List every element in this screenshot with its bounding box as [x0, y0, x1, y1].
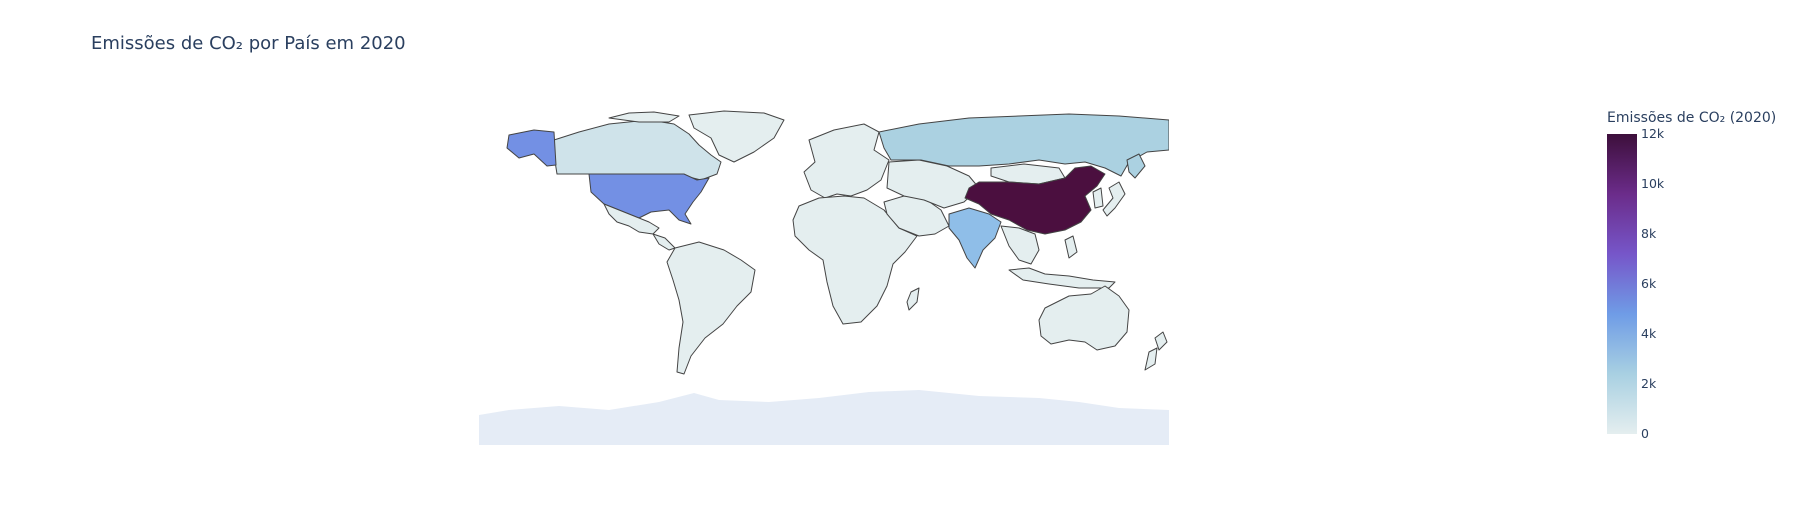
region-new-zealand[interactable] — [1144, 331, 1168, 371]
region-korea[interactable] — [1092, 187, 1104, 209]
choropleth-map[interactable] — [479, 110, 1169, 445]
region-alaska[interactable] — [506, 129, 557, 167]
colorbar-tick-label: 4k — [1641, 325, 1657, 341]
region-greenland[interactable] — [688, 110, 785, 163]
region-africa[interactable] — [792, 195, 918, 325]
colorbar-tick-label: 6k — [1641, 275, 1657, 291]
region-indonesia[interactable] — [1008, 267, 1116, 289]
region-south-america[interactable] — [666, 241, 756, 375]
region-antarctica[interactable] — [479, 390, 1169, 445]
region-russia[interactable] — [878, 113, 1169, 177]
region-china[interactable] — [964, 165, 1106, 235]
region-central-america[interactable] — [652, 233, 676, 251]
colorbar-tick-label: 2k — [1641, 375, 1657, 391]
chart-title: Emissões de CO₂ por País em 2020 — [91, 33, 406, 54]
region-kamchatka[interactable] — [1126, 153, 1146, 179]
colorbar-tick-label: 8k — [1641, 225, 1657, 241]
world-map[interactable] — [479, 110, 1169, 445]
region-philippines[interactable] — [1064, 235, 1078, 259]
region-japan[interactable] — [1102, 181, 1126, 217]
colorbar-tick-label: 0 — [1641, 425, 1649, 441]
region-madagascar[interactable] — [906, 287, 920, 311]
colorbar — [1607, 134, 1637, 434]
colorbar-title: Emissões de CO₂ (2020) — [1607, 110, 1777, 126]
region-arctic-islands[interactable] — [608, 111, 680, 123]
region-india[interactable] — [948, 207, 1002, 269]
colorbar-tick-label: 12k — [1641, 125, 1665, 141]
region-usa[interactable] — [588, 173, 710, 225]
region-australia[interactable] — [1038, 285, 1130, 351]
region-southeast-asia[interactable] — [1000, 225, 1040, 265]
colorbar-tick-label: 10k — [1641, 175, 1665, 191]
region-europe[interactable] — [803, 123, 890, 199]
